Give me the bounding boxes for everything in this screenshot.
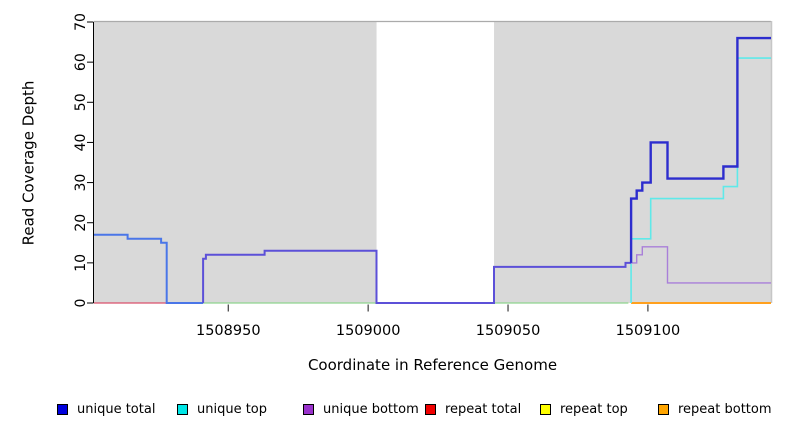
legend-swatch-repeat-top xyxy=(540,404,551,415)
series-line-unique-bottom xyxy=(631,246,771,284)
y-tick-label: 0 xyxy=(73,299,89,308)
legend-item-repeat-top: repeat top xyxy=(540,402,628,417)
legend-label: repeat total xyxy=(445,402,522,417)
y-tick-label: 50 xyxy=(73,93,89,111)
legend-label: repeat top xyxy=(560,402,628,417)
legend-swatch-repeat-bottom xyxy=(658,404,669,415)
series-line-unique-total-right- xyxy=(629,36,771,263)
legend-swatch-unique-top xyxy=(177,404,188,415)
legend-label: unique total xyxy=(77,402,156,417)
legend-item-unique-bottom: unique bottom xyxy=(303,402,419,417)
y-tick-label: 30 xyxy=(73,174,89,192)
legend-item-unique-total: unique total xyxy=(57,402,155,417)
legend-swatch-unique-bottom xyxy=(303,404,314,415)
y-tick-label: 40 xyxy=(73,134,89,152)
y-tick-label: 20 xyxy=(73,214,89,232)
legend-swatch-unique-total xyxy=(57,404,68,415)
legend-item-unique-top: unique top xyxy=(177,402,267,417)
y-tick-label: 70 xyxy=(73,13,89,31)
legend-swatch-repeat-total xyxy=(425,404,436,415)
plot-area: 0 10 20 30 40 50 60 70 1508950 1509000 1509050 1509… xyxy=(73,13,773,339)
legend-label: unique top xyxy=(197,402,268,417)
uncovered-region xyxy=(376,22,495,303)
legend-label: repeat bottom xyxy=(678,402,772,417)
x-tick-label: 1509050 xyxy=(476,323,541,339)
legend-item-repeat-total: repeat total xyxy=(425,402,521,417)
y-tick-label: 60 xyxy=(73,53,89,71)
series-line-unique-total-middle-overlapping-unique-bottom- xyxy=(202,249,632,304)
legend-item-repeat-bottom: repeat bottom xyxy=(658,402,772,417)
x-tick-label: 1509100 xyxy=(616,323,681,339)
y-axis-title: Read Coverage Depth xyxy=(19,80,38,246)
x-axis-title: Coordinate in Reference Genome xyxy=(307,356,558,374)
x-tick-label: 1508950 xyxy=(196,323,261,339)
series-line-unique-total-left-overlapping-unique-top- xyxy=(94,233,204,304)
x-tick-label: 1509000 xyxy=(336,323,401,339)
legend-label: unique bottom xyxy=(323,402,419,417)
y-tick-label: 10 xyxy=(73,254,89,272)
